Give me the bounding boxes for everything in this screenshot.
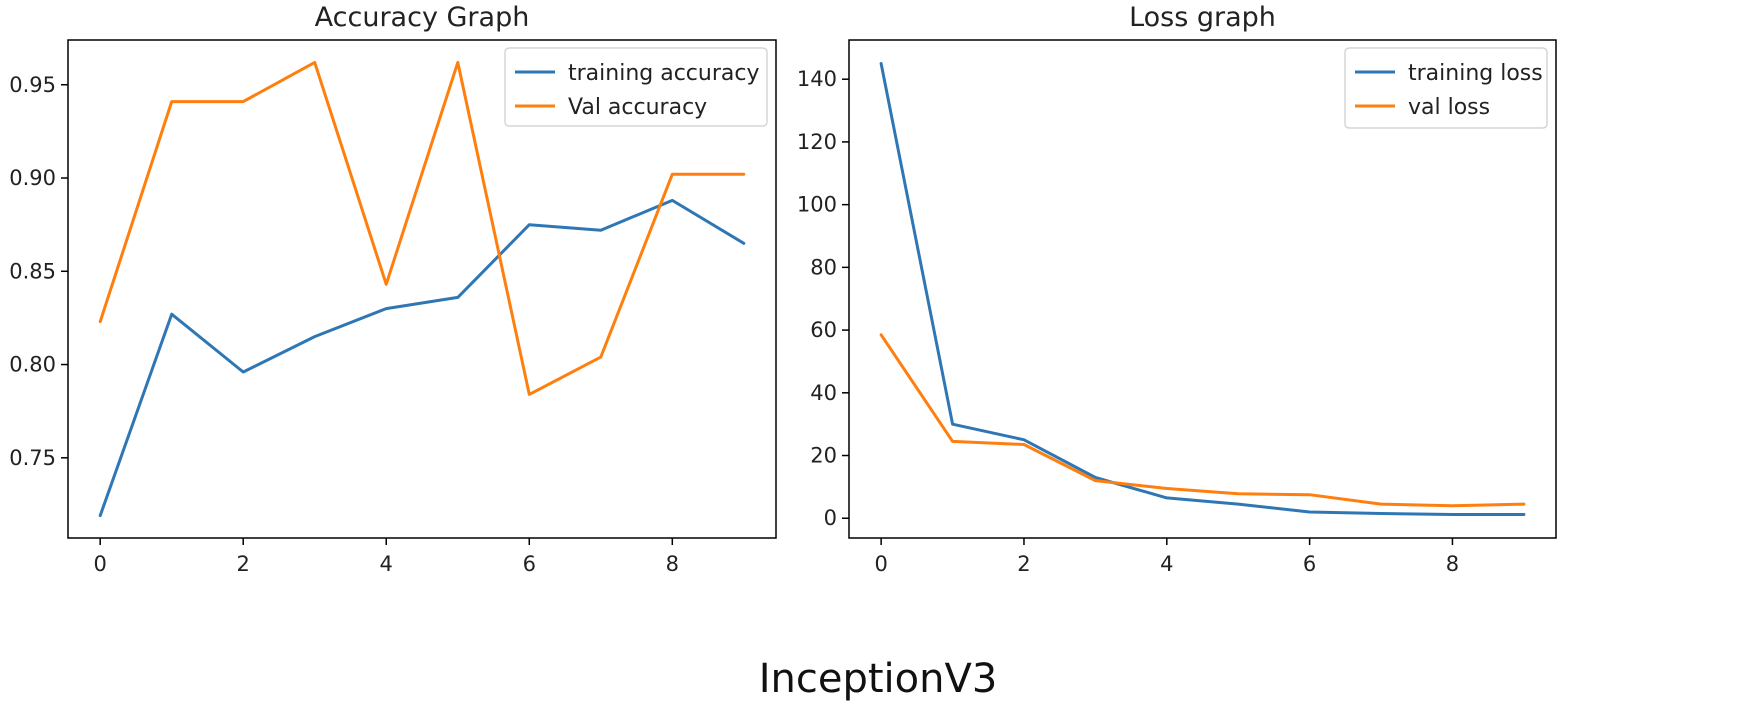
y-tick-label: 80: [810, 255, 837, 279]
x-tick-label: 2: [237, 552, 250, 576]
accuracy-chart: Accuracy Graph 0 2 4 6 8 0.75 0.80 0.85 0.90 0.95 t…: [9, 2, 777, 576]
y-tick-label: 0.95: [9, 73, 56, 97]
x-tick-label: 6: [523, 552, 536, 576]
x-tick-label: 8: [1446, 552, 1459, 576]
legend: training accuracy Val accuracy: [504, 47, 768, 127]
series-line-training-accuracy: [98, 198, 746, 518]
y-tick-label: 40: [810, 381, 837, 405]
legend: training loss val loss: [1344, 47, 1548, 129]
y-tick-label: 140: [797, 67, 837, 91]
x-tick-label: 4: [380, 552, 393, 576]
series-line-val-loss: [879, 333, 1526, 508]
legend-box: [504, 47, 768, 127]
x-tick-label: 6: [1303, 552, 1316, 576]
x-tick-label: 2: [1017, 552, 1030, 576]
legend-label: val loss: [1408, 95, 1490, 120]
y-tick-label: 0.75: [9, 446, 56, 470]
y-tick-label: 0: [824, 506, 837, 530]
y-tick-label: 0.85: [9, 259, 56, 283]
legend-label: Val accuracy: [568, 95, 707, 120]
chart-title: Loss graph: [1129, 2, 1276, 33]
y-tick-label: 0.90: [9, 166, 56, 190]
legend-label: training accuracy: [568, 61, 759, 86]
figure-caption: InceptionV3: [759, 656, 998, 702]
legend-box: [1344, 47, 1548, 129]
y-tick-label: 100: [797, 193, 837, 217]
x-tick-label: 0: [93, 552, 106, 576]
y-tick-label: 0.80: [9, 353, 56, 377]
y-tick-label: 60: [810, 318, 837, 342]
y-tick-label: 20: [810, 444, 837, 468]
chart-title: Accuracy Graph: [315, 2, 530, 33]
x-tick-label: 0: [874, 552, 887, 576]
series-line-training-loss: [879, 62, 1526, 516]
x-tick-label: 4: [1160, 552, 1173, 576]
plot-frame: [67, 39, 777, 539]
legend-label: training loss: [1408, 61, 1543, 86]
series-line-val-accuracy: [98, 60, 746, 396]
x-tick-label: 8: [666, 552, 679, 576]
y-tick-label: 120: [797, 130, 837, 154]
plot-frame: [848, 39, 1557, 539]
